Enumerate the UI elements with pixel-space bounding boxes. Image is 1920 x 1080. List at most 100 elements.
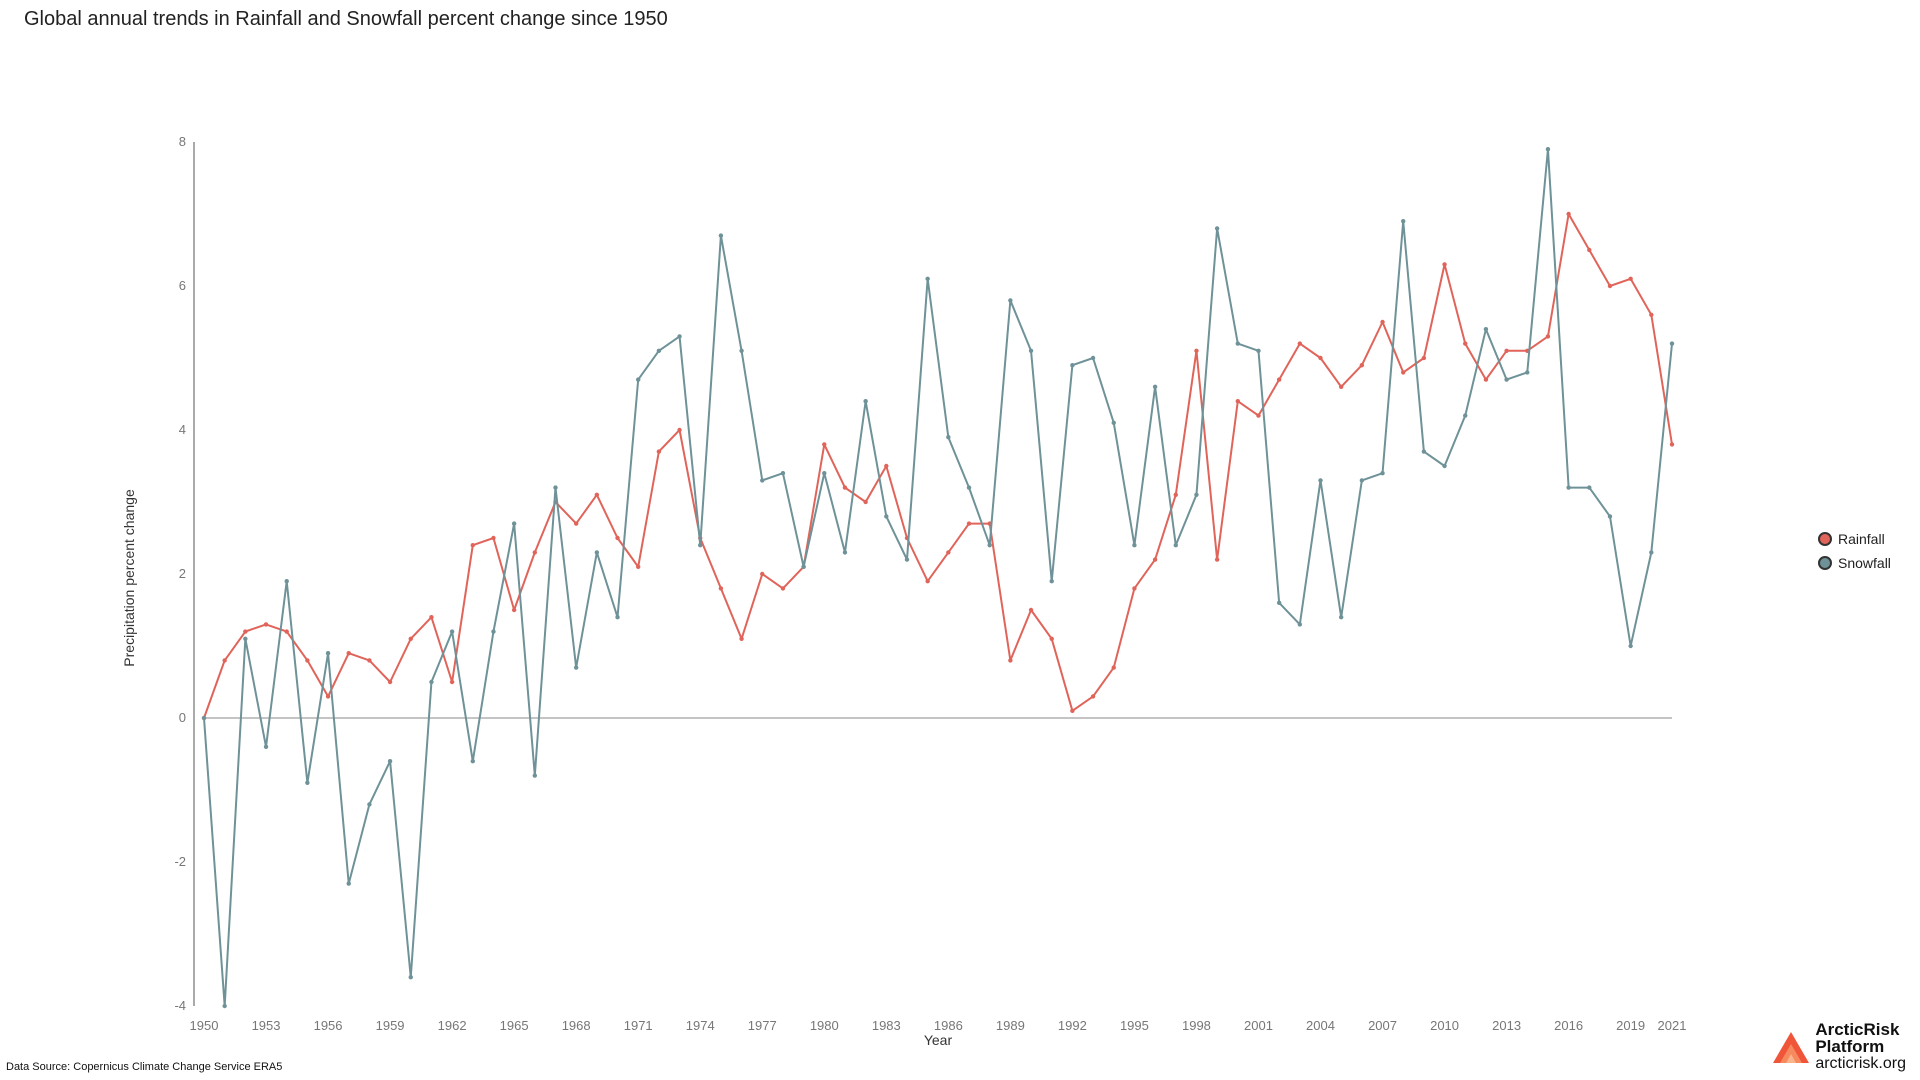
data-point-snowfall[interactable]	[1318, 478, 1323, 483]
data-point-snowfall[interactable]	[511, 521, 517, 526]
data-point-snowfall[interactable]	[1607, 514, 1613, 519]
data-point-rainfall[interactable]	[1401, 370, 1406, 375]
data-point-snowfall[interactable]	[615, 615, 620, 620]
data-point-rainfall[interactable]	[884, 463, 889, 469]
data-point-snowfall[interactable]	[1421, 449, 1427, 454]
data-point-snowfall[interactable]	[1297, 622, 1303, 627]
data-point-rainfall[interactable]	[1442, 262, 1447, 267]
data-point-snowfall[interactable]	[1380, 471, 1385, 476]
data-point-snowfall[interactable]	[1132, 543, 1137, 548]
data-point-snowfall[interactable]	[532, 773, 538, 778]
data-point-rainfall[interactable]	[1070, 708, 1075, 713]
data-point-snowfall[interactable]	[1028, 348, 1034, 353]
data-point-rainfall[interactable]	[243, 629, 248, 634]
data-point-snowfall[interactable]	[842, 550, 848, 555]
data-point-rainfall[interactable]	[429, 615, 434, 620]
data-point-rainfall[interactable]	[1669, 442, 1675, 447]
data-point-snowfall[interactable]	[594, 550, 600, 555]
data-point-rainfall[interactable]	[1028, 607, 1034, 613]
data-point-snowfall[interactable]	[284, 579, 289, 584]
data-point-snowfall[interactable]	[263, 744, 269, 749]
data-point-rainfall[interactable]	[1214, 557, 1220, 562]
data-point-rainfall[interactable]	[1359, 363, 1365, 368]
data-point-snowfall[interactable]	[1090, 355, 1096, 361]
data-point-rainfall[interactable]	[1628, 276, 1633, 281]
data-point-rainfall[interactable]	[760, 571, 765, 577]
data-point-snowfall[interactable]	[1194, 492, 1199, 497]
data-point-rainfall[interactable]	[780, 586, 786, 591]
data-point-snowfall[interactable]	[449, 629, 455, 634]
data-point-rainfall[interactable]	[677, 427, 682, 433]
data-point-rainfall[interactable]	[615, 535, 620, 541]
data-point-rainfall[interactable]	[511, 607, 517, 613]
data-point-snowfall[interactable]	[739, 348, 744, 353]
data-point-snowfall[interactable]	[1669, 341, 1675, 346]
data-point-rainfall[interactable]	[387, 679, 393, 685]
data-point-snowfall[interactable]	[801, 564, 806, 569]
data-point-snowfall[interactable]	[1214, 226, 1220, 231]
data-point-rainfall[interactable]	[1421, 355, 1427, 361]
data-point-rainfall[interactable]	[325, 694, 331, 699]
data-point-snowfall[interactable]	[1566, 485, 1571, 490]
data-point-rainfall[interactable]	[1276, 377, 1282, 382]
data-point-rainfall[interactable]	[1587, 247, 1592, 253]
data-point-rainfall[interactable]	[1090, 694, 1096, 699]
data-point-snowfall[interactable]	[677, 334, 682, 339]
data-point-snowfall[interactable]	[966, 485, 972, 490]
data-point-snowfall[interactable]	[1256, 348, 1261, 353]
data-point-snowfall[interactable]	[780, 471, 786, 476]
data-point-rainfall[interactable]	[1463, 341, 1468, 346]
data-point-snowfall[interactable]	[553, 485, 558, 490]
data-point-rainfall[interactable]	[739, 636, 744, 641]
data-point-snowfall[interactable]	[1649, 550, 1654, 555]
data-point-snowfall[interactable]	[760, 478, 765, 483]
data-point-snowfall[interactable]	[1587, 485, 1592, 490]
data-point-snowfall[interactable]	[367, 802, 372, 807]
data-point-rainfall[interactable]	[1649, 312, 1654, 317]
data-point-snowfall[interactable]	[387, 759, 393, 764]
data-point-rainfall[interactable]	[1008, 658, 1013, 663]
data-point-snowfall[interactable]	[1049, 579, 1054, 584]
data-point-snowfall[interactable]	[1401, 219, 1406, 224]
data-point-snowfall[interactable]	[305, 780, 310, 785]
data-point-snowfall[interactable]	[325, 651, 331, 656]
data-point-rainfall[interactable]	[635, 564, 641, 569]
data-point-snowfall[interactable]	[925, 276, 930, 281]
brand-url[interactable]: arcticrisk.org	[1815, 1055, 1906, 1072]
data-point-rainfall[interactable]	[305, 658, 310, 663]
data-point-rainfall[interactable]	[1049, 636, 1054, 641]
data-point-rainfall[interactable]	[1194, 348, 1199, 353]
data-point-snowfall[interactable]	[1359, 478, 1365, 483]
data-point-snowfall[interactable]	[1525, 370, 1530, 375]
data-point-snowfall[interactable]	[1008, 298, 1013, 303]
data-point-snowfall[interactable]	[201, 715, 207, 721]
data-point-snowfall[interactable]	[1338, 615, 1344, 620]
data-point-snowfall[interactable]	[635, 377, 641, 382]
data-point-rainfall[interactable]	[1380, 319, 1385, 325]
data-point-rainfall[interactable]	[470, 543, 475, 548]
data-point-snowfall[interactable]	[1235, 341, 1241, 346]
data-point-rainfall[interactable]	[346, 651, 351, 656]
data-point-rainfall[interactable]	[573, 521, 579, 526]
data-point-rainfall[interactable]	[925, 579, 930, 584]
data-point-snowfall[interactable]	[1628, 643, 1633, 649]
data-point-snowfall[interactable]	[904, 557, 910, 562]
data-point-snowfall[interactable]	[1173, 543, 1178, 548]
data-point-rainfall[interactable]	[367, 658, 372, 663]
data-point-snowfall[interactable]	[946, 435, 951, 440]
data-point-rainfall[interactable]	[1504, 348, 1509, 353]
data-point-snowfall[interactable]	[222, 1003, 227, 1009]
data-point-rainfall[interactable]	[491, 535, 496, 541]
data-point-rainfall[interactable]	[408, 636, 413, 641]
data-point-rainfall[interactable]	[863, 499, 868, 505]
data-point-rainfall[interactable]	[449, 679, 455, 685]
legend-item-snowfall[interactable]: Snowfall	[1818, 551, 1891, 575]
data-point-rainfall[interactable]	[946, 550, 951, 555]
data-point-snowfall[interactable]	[822, 471, 827, 476]
data-point-snowfall[interactable]	[429, 679, 434, 685]
data-point-snowfall[interactable]	[884, 514, 889, 519]
data-point-rainfall[interactable]	[966, 521, 972, 526]
data-point-rainfall[interactable]	[222, 658, 227, 663]
data-point-snowfall[interactable]	[987, 543, 992, 548]
data-point-rainfall[interactable]	[1318, 355, 1323, 361]
